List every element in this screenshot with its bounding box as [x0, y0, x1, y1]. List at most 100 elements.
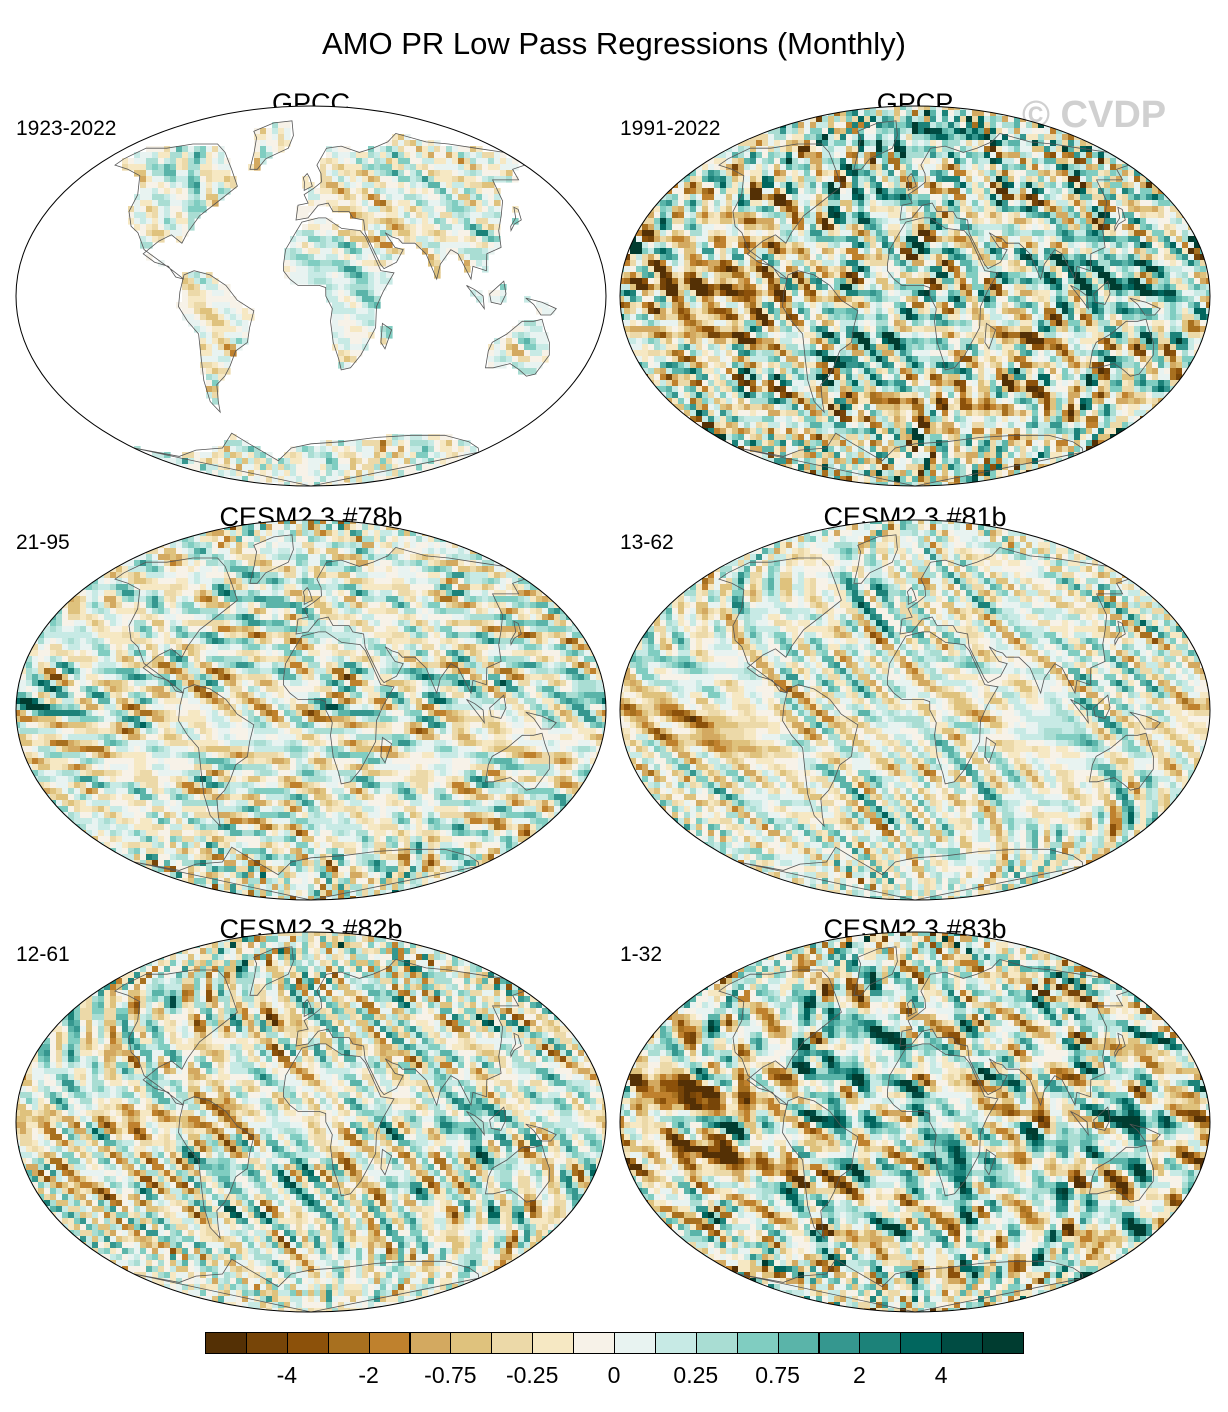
- field-cell: [834, 134, 841, 141]
- field-cell: [356, 320, 363, 327]
- field-cell: [852, 332, 865, 339]
- field-cell: [738, 392, 745, 399]
- field-cell: [912, 248, 919, 255]
- shaded-field: [114, 120, 557, 486]
- field-cell: [338, 464, 351, 471]
- field-cell: [960, 158, 967, 165]
- field-cell: [1134, 176, 1141, 183]
- field-cell: [840, 116, 847, 123]
- field-cell: [774, 278, 781, 285]
- field-cell: [744, 362, 751, 369]
- field-cell: [416, 206, 423, 213]
- field-cell: [224, 458, 231, 465]
- field-cell: [864, 106, 871, 111]
- field-cell: [780, 386, 787, 393]
- field-cell: [720, 182, 727, 189]
- field-cell: [218, 344, 225, 351]
- field-cell: [690, 314, 697, 321]
- field-cell: [828, 326, 835, 333]
- field-cell: [834, 146, 847, 153]
- field-cell: [768, 284, 775, 291]
- field-cell: [464, 182, 471, 189]
- field-cell: [1080, 314, 1087, 321]
- field-cell: [242, 332, 249, 339]
- field-cell: [816, 152, 823, 159]
- field-cell: [1158, 362, 1165, 369]
- field-cell: [290, 452, 297, 459]
- field-cell: [1062, 242, 1069, 249]
- field-cell: [888, 164, 895, 171]
- field-cell: [1056, 140, 1063, 147]
- field-cell: [858, 380, 865, 387]
- field-cell: [1158, 356, 1165, 363]
- field-cell: [1098, 152, 1105, 159]
- field-cell: [1056, 188, 1063, 195]
- field-cell: [792, 290, 799, 297]
- field-cell: [1080, 296, 1087, 303]
- field-cell: [1044, 236, 1051, 243]
- field-cell: [990, 380, 997, 387]
- field-cell: [918, 386, 931, 393]
- field-cell: [404, 164, 411, 171]
- field-cell: [1092, 218, 1099, 225]
- field-cell: [858, 284, 865, 291]
- field-cell: [1134, 272, 1141, 279]
- field-cell: [242, 440, 249, 447]
- field-cell: [942, 164, 949, 171]
- field-cell: [1182, 332, 1189, 339]
- field-cell: [906, 386, 913, 393]
- field-cell: [894, 392, 901, 399]
- field-cell: [738, 152, 745, 159]
- field-cell: [690, 266, 697, 273]
- field-cell: [930, 272, 937, 279]
- field-cell: [188, 170, 195, 177]
- field-cell: [314, 230, 321, 237]
- field-cell: [1086, 254, 1093, 261]
- field-cell: [1146, 218, 1159, 225]
- field-cell: [954, 116, 961, 123]
- field-cell: [428, 434, 441, 441]
- field-cell: [512, 206, 519, 213]
- field-cell: [188, 206, 207, 213]
- field-cell: [188, 284, 195, 291]
- field-cell: [332, 344, 339, 351]
- field-cell: [690, 368, 697, 375]
- field-cell: [828, 350, 835, 357]
- field-cell: [302, 458, 309, 465]
- field-cell: [1020, 206, 1027, 213]
- field-cell: [954, 122, 961, 129]
- field-cell: [852, 380, 859, 387]
- field-cell: [978, 218, 985, 225]
- field-cell: [696, 302, 703, 309]
- field-cell: [888, 206, 895, 213]
- field-cell: [828, 128, 835, 135]
- field-cell: [822, 356, 829, 363]
- field-cell: [732, 356, 739, 363]
- field-cell: [840, 350, 847, 357]
- field-cell: [852, 206, 859, 213]
- field-cell: [416, 152, 423, 159]
- field-cell: [666, 248, 673, 255]
- field-cell: [1014, 134, 1021, 141]
- field-cell: [1068, 326, 1075, 333]
- field-cell: [464, 260, 471, 267]
- field-cell: [726, 308, 733, 315]
- field-cell: [984, 344, 991, 351]
- field-cell: [684, 362, 691, 369]
- field-cell: [1020, 326, 1033, 333]
- field-cell: [374, 470, 387, 477]
- field-cell: [1074, 230, 1087, 237]
- field-cell: [798, 266, 805, 273]
- field-cell: [828, 302, 835, 309]
- field-cell: [392, 140, 399, 147]
- field-cell: [756, 182, 763, 189]
- field-cell: [930, 212, 937, 219]
- field-cell: [1188, 344, 1195, 351]
- field-cell: [708, 206, 715, 213]
- field-cell: [476, 242, 483, 249]
- field-cell: [696, 164, 703, 171]
- field-cell: [882, 188, 889, 195]
- field-cell: [948, 338, 961, 345]
- field-cell: [822, 362, 829, 369]
- field-cell: [966, 368, 973, 375]
